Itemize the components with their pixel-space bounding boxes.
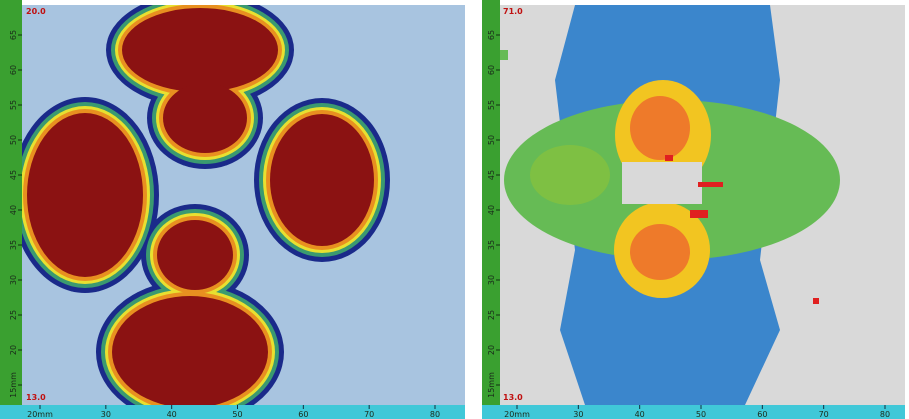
ruler-label: 50 [232, 410, 242, 419]
blob [157, 220, 233, 290]
blob [27, 113, 143, 277]
ruler-label: 30 [101, 410, 111, 419]
ruler-label: 25 [487, 310, 496, 320]
bottom-ruler [482, 405, 905, 419]
ruler-label: 60 [9, 65, 18, 75]
ruler-label: 65 [9, 30, 18, 40]
ruler-label: 40 [9, 205, 18, 215]
ruler-label: 55 [9, 100, 18, 110]
ruler-label: 20 [9, 345, 18, 355]
ruler-label: 70 [364, 410, 374, 419]
ruler-label: 45 [9, 170, 18, 180]
ruler-label: 45 [487, 170, 496, 180]
ruler-label: 50 [9, 135, 18, 145]
blob [163, 83, 247, 153]
ruler-label: 60 [298, 410, 308, 419]
ruler-label: 25 [9, 310, 18, 320]
blob [270, 114, 374, 246]
ruler-label: 35 [9, 240, 18, 250]
corner-label: 13.0 [503, 393, 523, 402]
blob [112, 296, 268, 408]
ruler-label: 20mm [27, 410, 53, 419]
ruler-label: 50 [487, 135, 496, 145]
ruler-label: 65 [487, 30, 496, 40]
ruler-label: 80 [880, 410, 890, 419]
ruler-label: 80 [430, 410, 440, 419]
corner-label: 13.0 [26, 393, 46, 402]
ruler-label: 40 [167, 410, 177, 419]
ruler-label: 30 [573, 410, 583, 419]
ruler-label: 35 [487, 240, 496, 250]
ruler-label: 55 [487, 100, 496, 110]
ruler-label: 30 [9, 275, 18, 285]
ruler-label: 30 [487, 275, 496, 285]
ruler-label: 20 [487, 345, 496, 355]
blob [122, 8, 278, 92]
corner-label: 71.0 [503, 7, 523, 16]
corner-label: 20.0 [26, 7, 46, 16]
ruler-label: 40 [635, 410, 645, 419]
ruler-label: 20mm [504, 410, 530, 419]
ruler-label: 60 [757, 410, 767, 419]
ruler-label: 60 [487, 65, 496, 75]
ruler-label: 15mm [9, 372, 18, 398]
ruler-label: 70 [819, 410, 829, 419]
ruler-label: 15mm [487, 372, 496, 398]
ruler-label: 40 [487, 205, 496, 215]
ruler-label: 50 [696, 410, 706, 419]
scan-view: 20.0 13.0 71.0 13.0 15mm 20 25 30 35 40 45 50 55… [0, 0, 909, 419]
